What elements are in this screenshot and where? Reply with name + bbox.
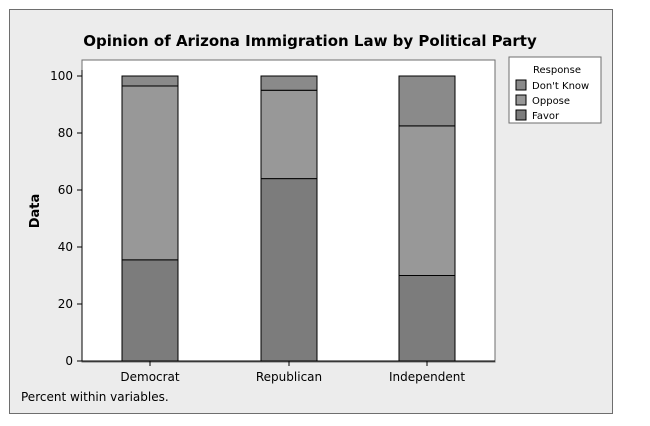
legend-swatch bbox=[515, 94, 527, 106]
x-tick-label: Republican bbox=[256, 370, 322, 384]
y-tick-label: 80 bbox=[58, 126, 73, 140]
x-tick-label: Independent bbox=[389, 370, 465, 384]
x-tick-label: Democrat bbox=[120, 370, 180, 384]
chart-title: Opinion of Arizona Immigration Law by Po… bbox=[83, 32, 537, 50]
bar-segment-oppose-democrat bbox=[121, 85, 179, 261]
legend: Response Don't Know Oppose Favor bbox=[508, 56, 602, 124]
bar-segment-don-t-know-independent bbox=[398, 75, 456, 127]
footnote: Percent within variables. bbox=[21, 390, 169, 404]
y-axis-label: Data bbox=[28, 194, 43, 229]
bar-segment-oppose-independent bbox=[398, 125, 456, 276]
legend-label: Don't Know bbox=[532, 81, 589, 92]
legend-title: Response bbox=[533, 65, 581, 76]
legend-swatch bbox=[515, 109, 527, 121]
y-tick-label: 0 bbox=[65, 354, 73, 368]
bar-segment-favor-democrat bbox=[121, 259, 179, 362]
legend-swatch bbox=[515, 79, 527, 91]
y-tick-label: 100 bbox=[50, 69, 73, 83]
y-tick-label: 20 bbox=[58, 297, 73, 311]
y-axis-ticks: 0 20 40 60 80 100 bbox=[50, 69, 83, 368]
bar-segment-favor-independent bbox=[398, 275, 456, 362]
legend-label: Favor bbox=[532, 111, 560, 122]
bar-segment-don-t-know-republican bbox=[260, 75, 318, 91]
legend-label: Oppose bbox=[532, 96, 570, 107]
bar-segment-oppose-republican bbox=[260, 89, 318, 180]
bars-group bbox=[121, 75, 456, 362]
bar-segment-favor-republican bbox=[260, 178, 318, 362]
y-tick-label: 60 bbox=[58, 183, 73, 197]
y-tick-label: 40 bbox=[58, 240, 73, 254]
x-axis-labels: Democrat Republican Independent bbox=[82, 360, 495, 384]
bar-segment-don-t-know-democrat bbox=[121, 75, 179, 87]
